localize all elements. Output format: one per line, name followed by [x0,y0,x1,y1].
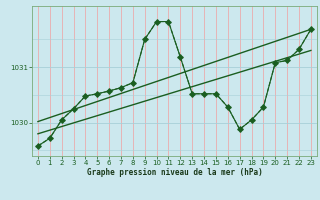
X-axis label: Graphe pression niveau de la mer (hPa): Graphe pression niveau de la mer (hPa) [86,168,262,177]
